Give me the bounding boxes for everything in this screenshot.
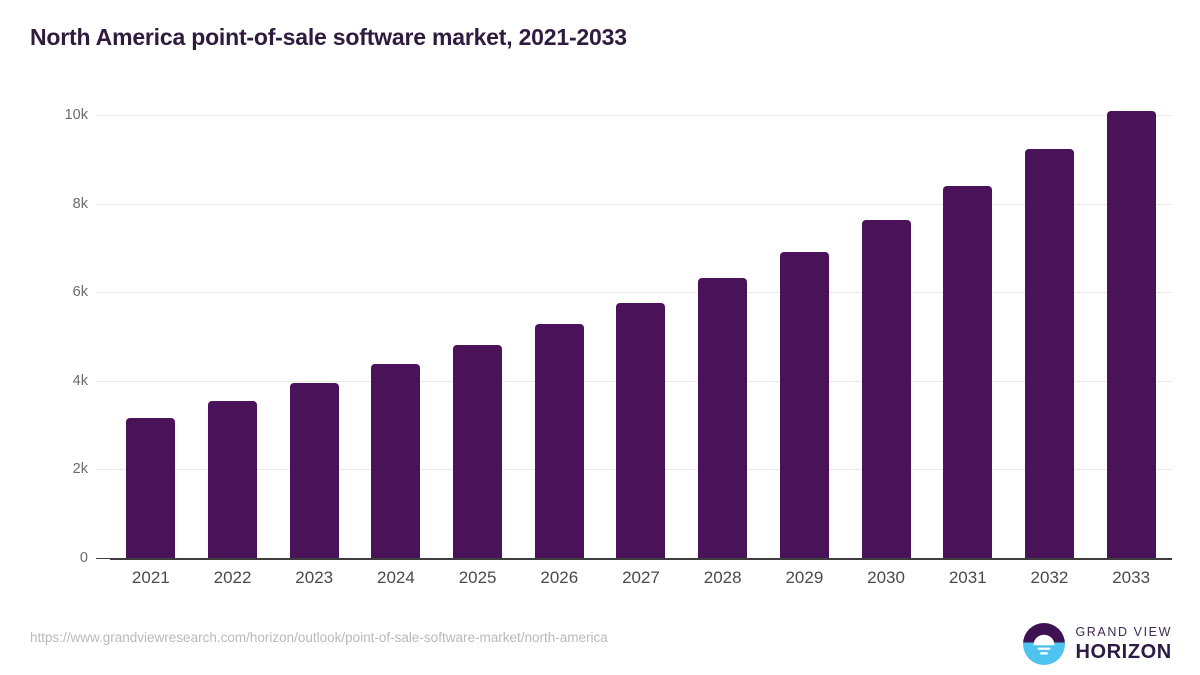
- x-axis-tick-label-2025: 2025: [458, 568, 497, 587]
- y-axis-tick-label: 6k: [72, 284, 88, 301]
- bar-slot: [764, 115, 846, 558]
- logo-line-2: HORIZON: [1075, 640, 1172, 663]
- grand-view-horizon-logo[interactable]: GRAND VIEW HORIZON: [1022, 621, 1172, 667]
- bar-slot: [927, 115, 1009, 558]
- bar-slot: [110, 115, 192, 558]
- bar-slot: [1090, 110, 1172, 558]
- bar-2033[interactable]: [1106, 110, 1156, 558]
- horizon-sunrise-circle-icon: [1023, 623, 1066, 665]
- y-axis-tick-mark: [96, 203, 110, 205]
- bar-2023[interactable]: [289, 382, 339, 558]
- x-axis-tick-label-2021: 2021: [131, 568, 170, 587]
- logo-wordmark: GRAND VIEW HORIZON: [1075, 626, 1172, 662]
- x-axis-tick-label-2033: 2033: [1112, 568, 1151, 587]
- x-axis-tick-label-2024: 2024: [376, 568, 415, 587]
- y-axis-tick-mark: [96, 115, 110, 116]
- x-axis-line: [110, 558, 1172, 560]
- bar-2024[interactable]: [371, 364, 421, 558]
- x-axis-tick-label-2031: 2031: [948, 568, 987, 587]
- y-axis-tick-mark: [96, 558, 110, 559]
- bar-2029[interactable]: [779, 252, 829, 558]
- x-axis-tick-label-2029: 2029: [785, 568, 824, 587]
- y-axis-tick-label: 8k: [72, 195, 88, 212]
- bar-2028[interactable]: [698, 278, 748, 558]
- y-axis-tick-label: 0: [79, 550, 88, 566]
- y-axis-tick-mark: [96, 469, 110, 471]
- x-axis-tick-label-2032: 2032: [1030, 568, 1069, 587]
- y-axis-tick-label: 10k: [64, 107, 88, 123]
- x-axis-tick-label-2026: 2026: [540, 568, 579, 587]
- bar-2025[interactable]: [453, 345, 503, 558]
- bar-2026[interactable]: [534, 323, 584, 558]
- bar-2031[interactable]: [943, 185, 993, 558]
- chart-title: North America point-of-sale software mar…: [30, 24, 627, 50]
- x-axis-tick-label-2022: 2022: [213, 568, 252, 587]
- y-axis-tick-label: 4k: [72, 372, 88, 389]
- bar-slot: [600, 115, 682, 558]
- gridline: [110, 115, 1172, 116]
- x-axis-tick-label-2027: 2027: [622, 568, 660, 587]
- bar-2022[interactable]: [208, 400, 258, 558]
- x-axis-tick-label-2023: 2023: [295, 568, 334, 587]
- bar-slot: [845, 115, 927, 558]
- bar-2027[interactable]: [616, 302, 666, 558]
- y-axis-tick-mark: [96, 380, 110, 382]
- y-axis-tick-label: 2k: [72, 461, 88, 478]
- x-axis-tick-label-2030: 2030: [867, 568, 905, 587]
- bar-slot: [1009, 115, 1091, 558]
- bar-2030[interactable]: [861, 220, 911, 558]
- bar-slot: [682, 115, 764, 558]
- bar-slot: [355, 115, 437, 558]
- bar-2021[interactable]: [126, 418, 176, 558]
- bar-slot: [437, 115, 519, 558]
- gridline: [110, 292, 1172, 294]
- logo-line-1: GRAND VIEW: [1075, 625, 1172, 640]
- plot-area: [110, 110, 1172, 558]
- bar-slot: [518, 115, 600, 558]
- gridline: [110, 203, 1172, 205]
- bar-2032[interactable]: [1024, 149, 1074, 558]
- source-url[interactable]: https://www.grandviewresearch.com/horizo…: [30, 630, 608, 645]
- y-axis-tick-mark: [96, 292, 110, 294]
- x-axis-tick-label-2028: 2028: [703, 568, 742, 587]
- bar-slot: [273, 115, 355, 558]
- bar-slot: [192, 115, 274, 558]
